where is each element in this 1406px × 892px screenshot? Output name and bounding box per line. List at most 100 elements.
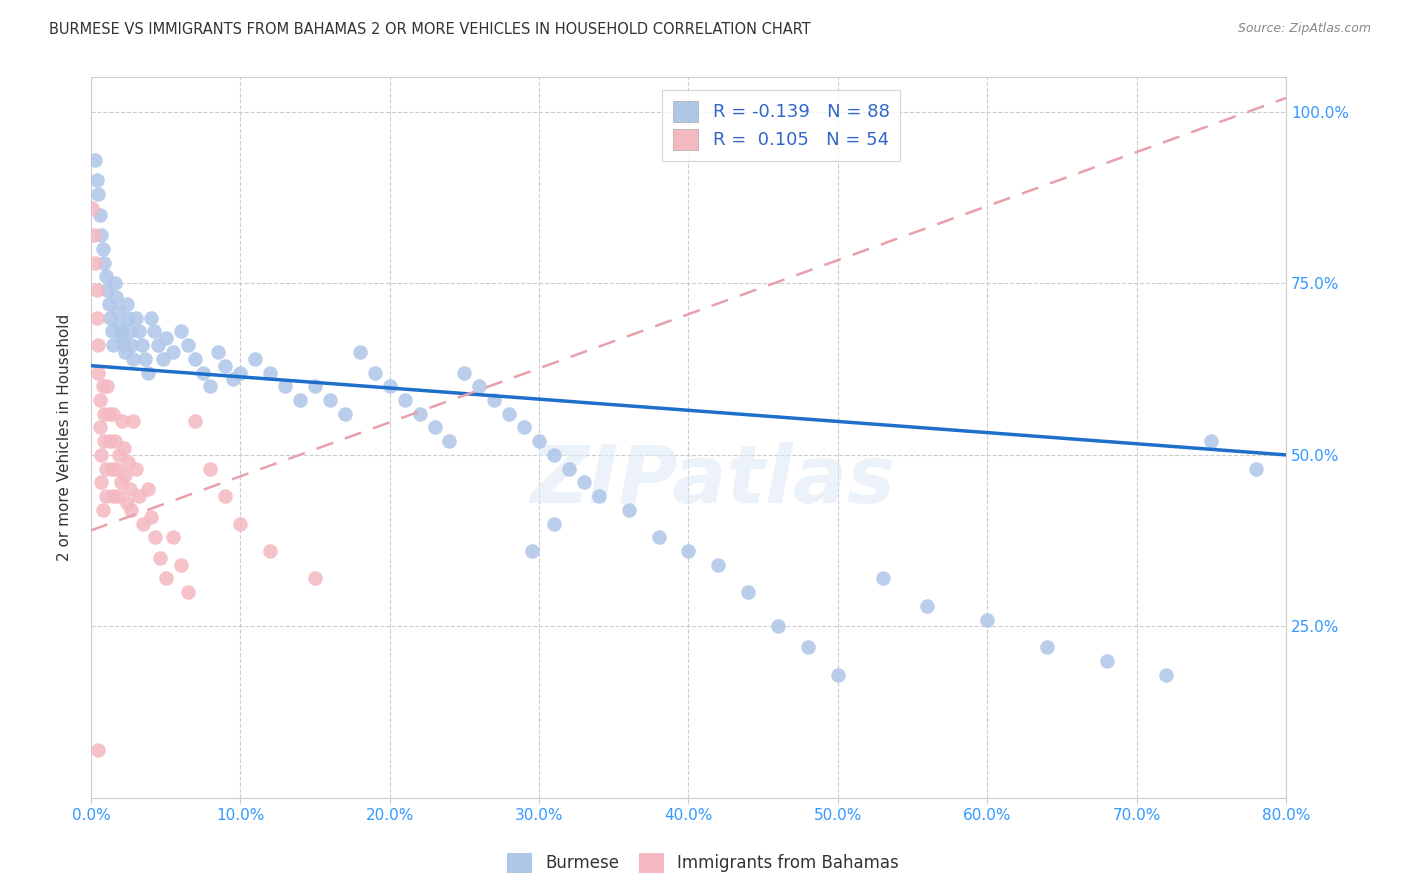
Point — [82, 201, 104, 215]
Point — [766, 619, 789, 633]
Point — [90, 475, 112, 490]
Y-axis label: 2 or more Vehicles in Household: 2 or more Vehicles in Household — [58, 314, 72, 561]
Point — [229, 366, 252, 380]
Point — [498, 407, 520, 421]
Point — [146, 338, 169, 352]
Point — [114, 345, 136, 359]
Point — [117, 310, 139, 325]
Point — [304, 571, 326, 585]
Point — [423, 420, 446, 434]
Point — [105, 290, 128, 304]
Point — [87, 338, 110, 352]
Point — [647, 530, 669, 544]
Point — [118, 482, 141, 496]
Point — [90, 448, 112, 462]
Point — [101, 461, 124, 475]
Point — [678, 544, 700, 558]
Point — [104, 277, 127, 291]
Point — [91, 379, 114, 393]
Text: BURMESE VS IMMIGRANTS FROM BAHAMAS 2 OR MORE VEHICLES IN HOUSEHOLD CORRELATION C: BURMESE VS IMMIGRANTS FROM BAHAMAS 2 OR … — [49, 22, 811, 37]
Point — [214, 489, 236, 503]
Point — [112, 338, 135, 352]
Point — [520, 544, 543, 558]
Point — [827, 667, 849, 681]
Point — [558, 461, 581, 475]
Point — [136, 482, 159, 496]
Point — [543, 516, 565, 531]
Point — [527, 434, 550, 449]
Point — [118, 324, 141, 338]
Point — [87, 743, 110, 757]
Point — [797, 640, 820, 654]
Point — [737, 585, 759, 599]
Point — [1156, 667, 1178, 681]
Point — [214, 359, 236, 373]
Point — [91, 242, 114, 256]
Point — [207, 345, 229, 359]
Point — [103, 489, 125, 503]
Point — [917, 599, 939, 613]
Point — [139, 509, 162, 524]
Point — [149, 550, 172, 565]
Point — [155, 571, 177, 585]
Point — [90, 228, 112, 243]
Point — [89, 392, 111, 407]
Point — [84, 153, 107, 167]
Point — [114, 468, 136, 483]
Point — [104, 434, 127, 449]
Point — [304, 379, 326, 393]
Point — [155, 331, 177, 345]
Point — [86, 310, 108, 325]
Point — [108, 318, 131, 332]
Point — [588, 489, 610, 503]
Legend: R = -0.139   N = 88, R =  0.105   N = 54: R = -0.139 N = 88, R = 0.105 N = 54 — [662, 90, 900, 161]
Point — [117, 455, 139, 469]
Point — [98, 434, 121, 449]
Point — [94, 489, 117, 503]
Point — [125, 310, 148, 325]
Point — [86, 173, 108, 187]
Point — [115, 496, 138, 510]
Point — [120, 338, 142, 352]
Point — [274, 379, 297, 393]
Point — [333, 407, 356, 421]
Point — [229, 516, 252, 531]
Point — [152, 351, 174, 366]
Point — [222, 372, 245, 386]
Point — [110, 475, 132, 490]
Point — [378, 379, 401, 393]
Point — [169, 558, 191, 572]
Point — [128, 324, 150, 338]
Point — [184, 414, 207, 428]
Point — [96, 283, 118, 297]
Point — [142, 324, 165, 338]
Point — [121, 351, 143, 366]
Point — [177, 585, 200, 599]
Point — [169, 324, 191, 338]
Legend: Burmese, Immigrants from Bahamas: Burmese, Immigrants from Bahamas — [501, 847, 905, 880]
Point — [1036, 640, 1059, 654]
Point — [468, 379, 491, 393]
Point — [707, 558, 730, 572]
Point — [872, 571, 894, 585]
Point — [94, 461, 117, 475]
Point — [89, 420, 111, 434]
Point — [93, 434, 115, 449]
Text: ZIPatlas: ZIPatlas — [530, 442, 894, 520]
Point — [84, 256, 107, 270]
Point — [245, 351, 267, 366]
Point — [191, 366, 214, 380]
Point — [364, 366, 387, 380]
Point — [484, 392, 506, 407]
Point — [259, 544, 281, 558]
Point — [103, 338, 125, 352]
Point — [143, 530, 166, 544]
Point — [439, 434, 461, 449]
Point — [107, 489, 129, 503]
Point — [83, 228, 105, 243]
Point — [131, 338, 153, 352]
Point — [184, 351, 207, 366]
Point — [200, 379, 222, 393]
Point — [132, 516, 155, 531]
Point — [543, 448, 565, 462]
